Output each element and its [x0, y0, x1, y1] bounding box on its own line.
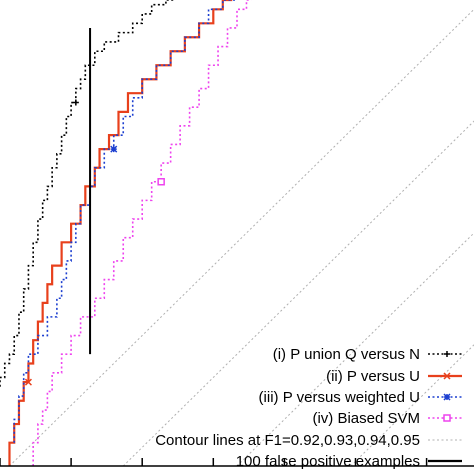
- series-marker: [110, 145, 118, 153]
- legend-label: 100 false positive examples: [236, 453, 420, 470]
- series-line: [32, 0, 252, 466]
- legend-sample-marker: [443, 372, 451, 380]
- legend-label: Contour lines at F1=0.92,0.93,0.94,0.95: [155, 432, 420, 449]
- legend-sample-marker: [443, 414, 451, 422]
- legend: (i) P union Q versus N (ii) P versus U (ii…: [155, 346, 462, 470]
- series-marker: [24, 378, 32, 386]
- legend-sample-marker: [444, 351, 450, 357]
- legend-label: (iv) Biased SVM: [312, 410, 420, 427]
- legend-label: (i) P union Q versus N: [273, 346, 420, 363]
- x-axis: [0, 458, 474, 467]
- legend-label: (ii) P versus U: [326, 368, 420, 385]
- series-line: [0, 0, 176, 387]
- legend-label: (iii) P versus weighted U: [259, 389, 420, 406]
- legend-sample-marker: [443, 393, 451, 401]
- series-layer: [0, 0, 252, 466]
- series-marker: [157, 177, 165, 186]
- series-line: [13, 0, 237, 443]
- series-marker: [72, 99, 79, 106]
